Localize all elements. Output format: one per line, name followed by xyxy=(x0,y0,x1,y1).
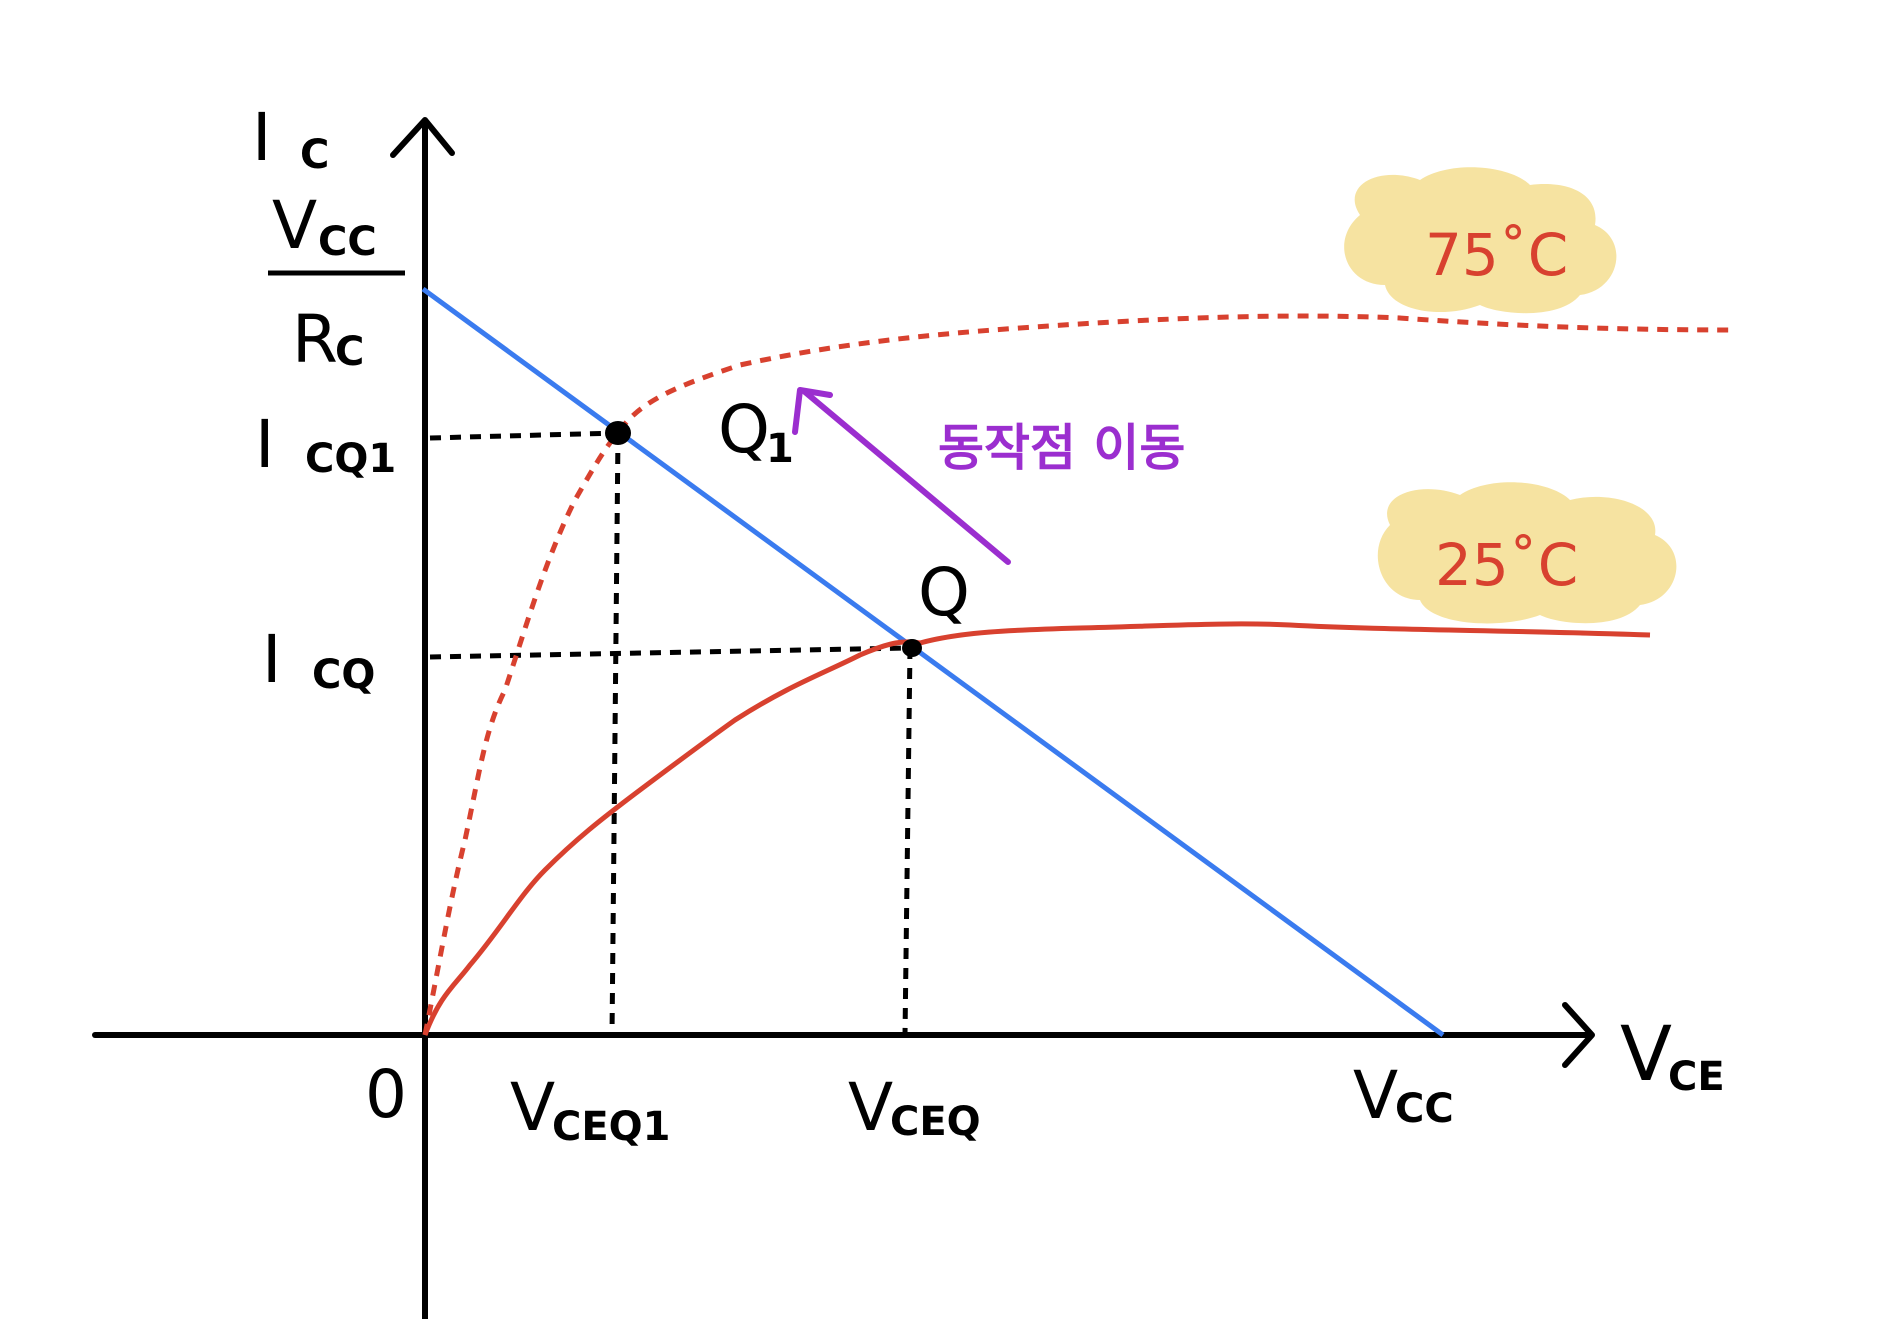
projection-lines xyxy=(429,430,913,1036)
curve-25c xyxy=(422,621,1651,1036)
icq1-projection xyxy=(429,430,619,441)
vceq1-label: V xyxy=(510,1069,555,1146)
y-axis-label: I xyxy=(252,99,271,176)
operating-point-move-arrow xyxy=(792,387,1011,565)
vcc-label-sub: CC xyxy=(1395,1086,1454,1132)
origin-label: 0 xyxy=(365,1056,407,1133)
curve-75c xyxy=(422,313,1736,1036)
icq-projection xyxy=(429,645,911,660)
vcc-rc-denominator-sub: C xyxy=(335,329,364,375)
q-label: Q xyxy=(918,554,970,631)
vceq-label-sub: CEQ xyxy=(890,1099,981,1145)
dc-load-line xyxy=(421,286,1445,1038)
temp-label-75: 75˚C xyxy=(1425,221,1568,289)
icq1-label-sub: CQ1 xyxy=(305,436,396,482)
vceq1-label-sub: CEQ1 xyxy=(552,1104,671,1150)
temp-label-25: 25˚C xyxy=(1435,531,1578,599)
vceq-projection xyxy=(902,647,913,1036)
vcc-rc-numerator: V xyxy=(272,187,317,264)
vceq1-projection xyxy=(609,432,621,1036)
q1-label-sub: 1 xyxy=(766,426,794,472)
arrowhead-icon xyxy=(792,387,833,435)
y-axis-arrowhead xyxy=(390,117,455,158)
axes xyxy=(92,117,1595,1319)
vcc-rc-numerator-sub: CC xyxy=(318,219,377,265)
q1-point xyxy=(605,421,631,445)
temp-bubble-25 xyxy=(1377,482,1677,624)
x-axis-arrowhead xyxy=(1562,1002,1595,1068)
icq-label: I xyxy=(262,621,281,698)
x-axis-label-sub: CE xyxy=(1668,1054,1725,1100)
icq-label-sub: CQ xyxy=(312,652,375,698)
y-axis-label-sub: C xyxy=(300,132,329,178)
vceq-label: V xyxy=(848,1069,893,1146)
icq1-label: I xyxy=(255,406,274,483)
temp-bubble-75 xyxy=(1344,167,1617,314)
vcc-label: V xyxy=(1353,1057,1398,1134)
x-axis-label: V xyxy=(1620,1009,1672,1098)
q-point xyxy=(902,639,922,657)
vcc-rc-denominator: R xyxy=(292,301,338,378)
q1-label: Q xyxy=(718,391,770,468)
operating-point-move-text: 동작점 이동 xyxy=(938,419,1185,477)
